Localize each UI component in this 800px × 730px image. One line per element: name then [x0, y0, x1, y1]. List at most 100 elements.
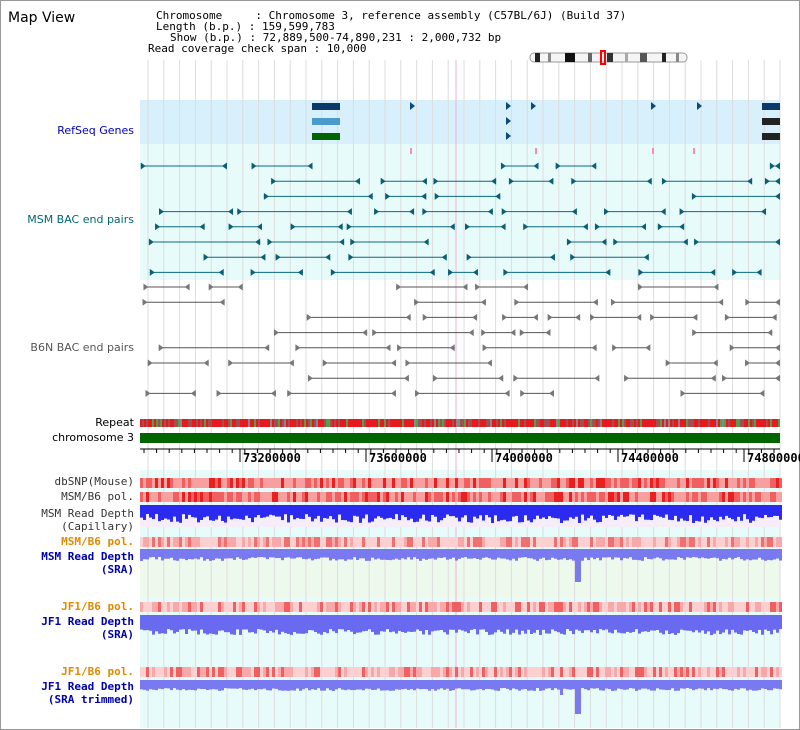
repeat-block — [604, 419, 606, 427]
msm-b6-pol-cell — [446, 492, 449, 502]
msm-sra-depth-bar — [263, 549, 266, 558]
msm-b6-pol-cell — [617, 492, 620, 502]
msm-b6-pol-cell — [683, 492, 686, 502]
b6n-bac-end — [237, 283, 243, 291]
jf1-b6-pol-cell — [557, 602, 560, 612]
msm-cap-depth-bar — [656, 505, 659, 516]
repeat-block — [264, 419, 266, 427]
msm-sra-depth-bar — [575, 549, 578, 582]
msm-sra-depth-bar — [509, 549, 512, 561]
msm-bac-end — [495, 192, 501, 200]
dbsnp-cell — [578, 478, 581, 488]
jf1-sra-depth-bar — [443, 615, 446, 633]
dbsnp-cell — [290, 478, 293, 488]
msm-b6-pol-cell — [572, 492, 575, 502]
repeat-block — [304, 419, 306, 427]
dbsnp-cell — [779, 478, 782, 488]
jf1-b6-pol-cell — [539, 602, 542, 612]
msm-cap-depth-bar — [275, 505, 278, 517]
jf1-b6-pol2-cell — [449, 667, 452, 677]
repeat-block — [196, 419, 198, 427]
repeat-block — [426, 419, 428, 427]
jf1-sra-depth-bar — [602, 615, 605, 631]
msm-b6-pol2-cell — [500, 537, 503, 547]
msm-bac-end — [591, 162, 597, 170]
jf1-trim-depth-bar — [476, 680, 479, 690]
msm-cap-depth-bar — [614, 505, 617, 520]
msm-b6-pol2-cell — [728, 537, 731, 547]
jf1-trim-depth-bar — [602, 680, 605, 691]
repeat-block — [504, 419, 506, 427]
jf1-trim-depth-bar — [206, 680, 209, 691]
dbsnp-cell — [284, 478, 287, 488]
dbsnp-cell — [152, 478, 155, 488]
msm-b6-pol-cell — [206, 492, 209, 502]
msm-sra-depth-bar — [722, 549, 725, 559]
msm-cap-depth-bar — [536, 505, 539, 516]
msm-cap-depth-bar — [683, 505, 686, 521]
ideogram-band — [625, 53, 628, 62]
msm-b6-pol-cell — [461, 492, 464, 502]
jf1-trim-depth-bar — [449, 680, 452, 691]
jf1-trim-depth-bar — [380, 680, 383, 691]
repeat-block — [460, 419, 462, 427]
jf1-b6-pol2-cell — [290, 667, 293, 677]
msm-sra-depth-bar — [398, 549, 401, 560]
repeat-block — [682, 419, 684, 427]
jf1-b6-pol-2-label: JF1/B6 pol. — [61, 665, 134, 678]
repeat-block — [618, 419, 620, 427]
repeat-block — [280, 419, 282, 427]
msm-sra-depth-bar — [329, 549, 332, 561]
msm-cap-depth-bar — [488, 505, 491, 518]
repeat-block — [444, 419, 446, 427]
jf1-trim-depth-bar — [524, 680, 527, 690]
msm-b6-pol-cell — [485, 492, 488, 502]
jf1-b6-pol2-cell — [764, 667, 767, 677]
msm-sra-depth-bar — [308, 549, 311, 559]
repeat-block — [724, 419, 726, 427]
repeat-block — [558, 419, 560, 427]
repeat-block — [154, 419, 156, 427]
msm-sra-depth-bar — [146, 549, 149, 560]
b6n-bac-end — [724, 313, 730, 321]
dbsnp-cell — [764, 478, 767, 488]
dbsnp-cell — [491, 478, 494, 488]
jf1-b6-pol2-cell — [461, 667, 464, 677]
dbsnp-cell — [674, 478, 677, 488]
jf1-b6-pol2-cell — [254, 667, 257, 677]
jf1-sra-depth-bar — [473, 615, 476, 630]
jf1-b6-pol2-cell — [470, 667, 473, 677]
msm-cap-depth-bar — [464, 505, 467, 516]
msm-cap-depth-bar — [410, 505, 413, 519]
dbsnp-cell — [737, 478, 740, 488]
msm-b6-pol2-cell — [314, 537, 317, 547]
dbsnp-cell — [230, 478, 233, 488]
b6n-bac-end — [532, 313, 538, 321]
dbsnp-cell — [755, 478, 758, 488]
jf1-b6-pol-cell — [551, 602, 554, 612]
msm-sra-depth-bar — [158, 549, 161, 558]
msm-b6-pol-cell — [428, 492, 431, 502]
msm-bac-end — [429, 268, 435, 276]
jf1-b6-pol-cell — [266, 602, 269, 612]
jf1-b6-pol2-cell — [686, 667, 689, 677]
repeat-block — [268, 419, 270, 427]
msm-bac-end — [594, 223, 600, 231]
repeat-block — [320, 419, 322, 427]
dbsnp-cell — [395, 478, 398, 488]
jf1-b6-pol-cell — [170, 602, 173, 612]
jf1-sra-depth-bar — [500, 615, 503, 632]
jf1-b6-pol2-cell — [413, 667, 416, 677]
jf1-sra-depth-bar — [143, 615, 146, 631]
msm-cap-depth-bar — [572, 505, 575, 519]
msm-b6-pol2-cell — [689, 537, 692, 547]
msm-sra-depth-bar — [236, 549, 239, 558]
dbsnp-cell — [698, 478, 701, 488]
jf1-sra-depth-bar — [206, 615, 209, 635]
repeat-block — [496, 419, 498, 427]
msm-b6-pol2-cell — [329, 537, 332, 547]
msm-bac-end — [385, 192, 391, 200]
repeat-block — [194, 419, 196, 427]
msm-b6-pol2-cell — [512, 537, 515, 547]
